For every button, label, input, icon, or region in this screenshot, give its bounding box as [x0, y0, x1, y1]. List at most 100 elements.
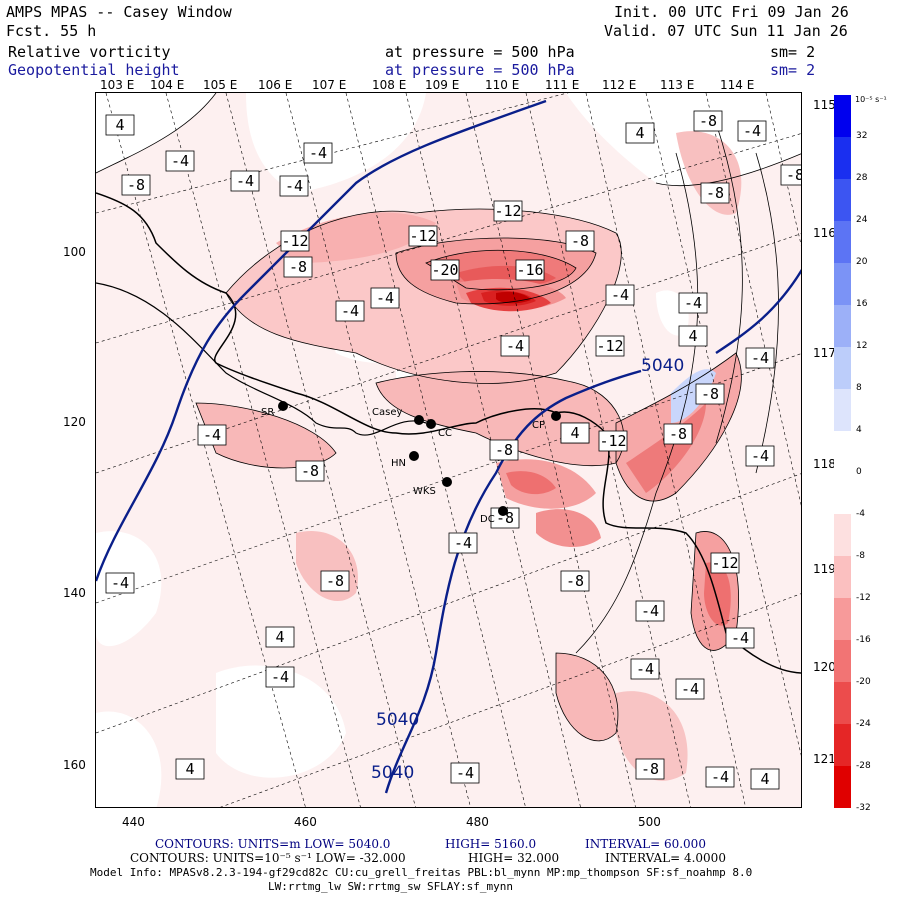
contour-label: -4: [335, 300, 365, 322]
contour-label-text: -8: [289, 258, 307, 276]
contour-label-text: -12: [599, 432, 626, 450]
contour-label: -4: [705, 766, 735, 788]
forecast-hour: Fcst. 55 h: [6, 22, 97, 40]
init-time: Init. 00 UTC Fri 09 Jan 26: [614, 3, 849, 21]
contour-label: -4: [678, 292, 708, 314]
contour-label: -4: [105, 572, 135, 594]
station-marker-sr: [278, 401, 288, 411]
height-label: 5040: [641, 356, 684, 376]
colorbar-segment: [834, 430, 851, 473]
contour-label: -8: [283, 256, 313, 278]
left-axis-label: 160: [63, 758, 86, 772]
colorbar-tick-label: 16: [856, 299, 868, 309]
contour-label: -8: [700, 182, 730, 204]
top-longitude-label: 105 E: [203, 78, 238, 92]
contour-label: -8: [663, 423, 693, 445]
bottom-axis-label: 460: [294, 815, 317, 829]
contour-label-text: -4: [376, 289, 394, 307]
contour-label: -4: [448, 532, 478, 554]
contour-label: -4: [630, 658, 660, 680]
contour-label: 4: [560, 422, 590, 444]
colorbar-tick-label: -4: [856, 509, 865, 519]
contour-label-text: 4: [760, 770, 769, 788]
contour-label-text: -12: [711, 554, 738, 572]
contour-label: 4: [750, 768, 780, 790]
contour-label-text: -8: [571, 232, 589, 250]
contour-label: -4: [165, 150, 195, 172]
top-longitude-label: 107 E: [312, 78, 347, 92]
contour-label-text: -16: [516, 261, 543, 279]
contour-label: -8: [695, 383, 725, 405]
contour-label-text: -8: [786, 166, 802, 184]
contour-label: -12: [710, 552, 740, 574]
contour-label-text: -4: [171, 152, 189, 170]
colorbar-tick-label: 0: [856, 467, 862, 477]
colorbar-tick-label: 8: [856, 383, 862, 393]
coastline-inner: [96, 282, 427, 436]
top-longitude-label: 110 E: [485, 78, 520, 92]
colorbar-tick-label: 32: [856, 131, 868, 141]
colorbar-segment: [834, 556, 851, 599]
contour-label: -8: [320, 570, 350, 592]
contour-label-text: -4: [309, 144, 327, 162]
contour-label-text: -4: [711, 768, 729, 786]
contour-label: -12: [493, 200, 523, 222]
contour-label: -4: [500, 335, 530, 357]
contour-label: -8: [693, 110, 723, 132]
contour-label-text: -4: [751, 447, 769, 465]
colorbar-segment: [834, 95, 851, 138]
vorticity-contour-high: HIGH= 32.000: [468, 851, 560, 865]
station-label-cc: CC: [438, 428, 452, 439]
contour-label-text: 4: [115, 116, 124, 134]
contour-label: -4: [605, 284, 635, 306]
field1-name: Relative vorticity: [8, 43, 171, 61]
contour-label-text: -4: [111, 574, 129, 592]
station-label-cp: CP: [532, 420, 545, 431]
colorbar-tick-label: 4: [856, 425, 862, 435]
height-contour-info: CONTOURS: UNITS=m LOW= 5040.0: [155, 837, 391, 851]
vorticity-contour-info: CONTOURS: UNITS=10⁻⁵ s⁻¹ LOW= -32.000: [130, 851, 406, 865]
station-marker-casey: [414, 415, 424, 425]
contour-label-text: -8: [641, 760, 659, 778]
station-label-dc: DC: [480, 514, 495, 525]
contour-label: -4: [450, 762, 480, 784]
contour-label: -8: [560, 570, 590, 592]
contour-label-text: -4: [743, 122, 761, 140]
contour-label-text: 4: [185, 760, 194, 778]
colorbar-segment: [834, 262, 851, 306]
contour-label-text: -8: [127, 176, 145, 194]
contour-label: -8: [121, 174, 151, 196]
field1-smoothing: sm= 2: [770, 43, 816, 61]
contour-label-text: -4: [203, 426, 221, 444]
contour-label: -8: [295, 460, 325, 482]
top-longitude-label: 109 E: [425, 78, 460, 92]
contour-label: -4: [725, 627, 755, 649]
contour-label-text: -8: [699, 112, 717, 130]
height-contour-interval: INTERVAL= 60.000: [585, 837, 706, 851]
colorbar-tick-label: -16: [856, 635, 871, 645]
colorbar-segment: [834, 388, 851, 432]
contour-label: -12: [595, 335, 625, 357]
colorbar-units: 10⁻⁵ s⁻¹: [855, 95, 887, 104]
left-axis-label: 120: [63, 415, 86, 429]
contour-label-text: -4: [236, 172, 254, 190]
colorbar-segment: [834, 220, 851, 264]
contour-label: -4: [675, 678, 705, 700]
contour-label: -4: [265, 666, 295, 688]
colorbar-segment: [834, 640, 851, 683]
top-longitude-label: 113 E: [660, 78, 695, 92]
height-label: 5040: [376, 710, 419, 730]
contour-label: -8: [565, 230, 595, 252]
contour-label-group: 4 -4 -4 -4 -8 -4 4 -8 -4 -8 -8 -12 -8 -12 -12 -4 -20 -16 -…: [105, 110, 802, 790]
contour-label-text: -12: [494, 202, 521, 220]
top-longitude-label: 103 E: [100, 78, 135, 92]
vorticity-contour-interval: INTERVAL= 4.0000: [605, 851, 726, 865]
contour-label: -12: [408, 225, 438, 247]
contour-label-text: -8: [669, 425, 687, 443]
map-panel: 4 -4 -4 -4 -8 -4 4 -8 -4 -8 -8 -12 -8 -12 -12 -4 -20 -16 -…: [95, 92, 802, 808]
station-marker-hn: [409, 451, 419, 461]
stations: SR Casey CC HN WKS DC CP: [261, 401, 561, 525]
contour-label: -4: [370, 287, 400, 309]
contour-label-text: -4: [681, 680, 699, 698]
bottom-axis-label: 500: [638, 815, 661, 829]
